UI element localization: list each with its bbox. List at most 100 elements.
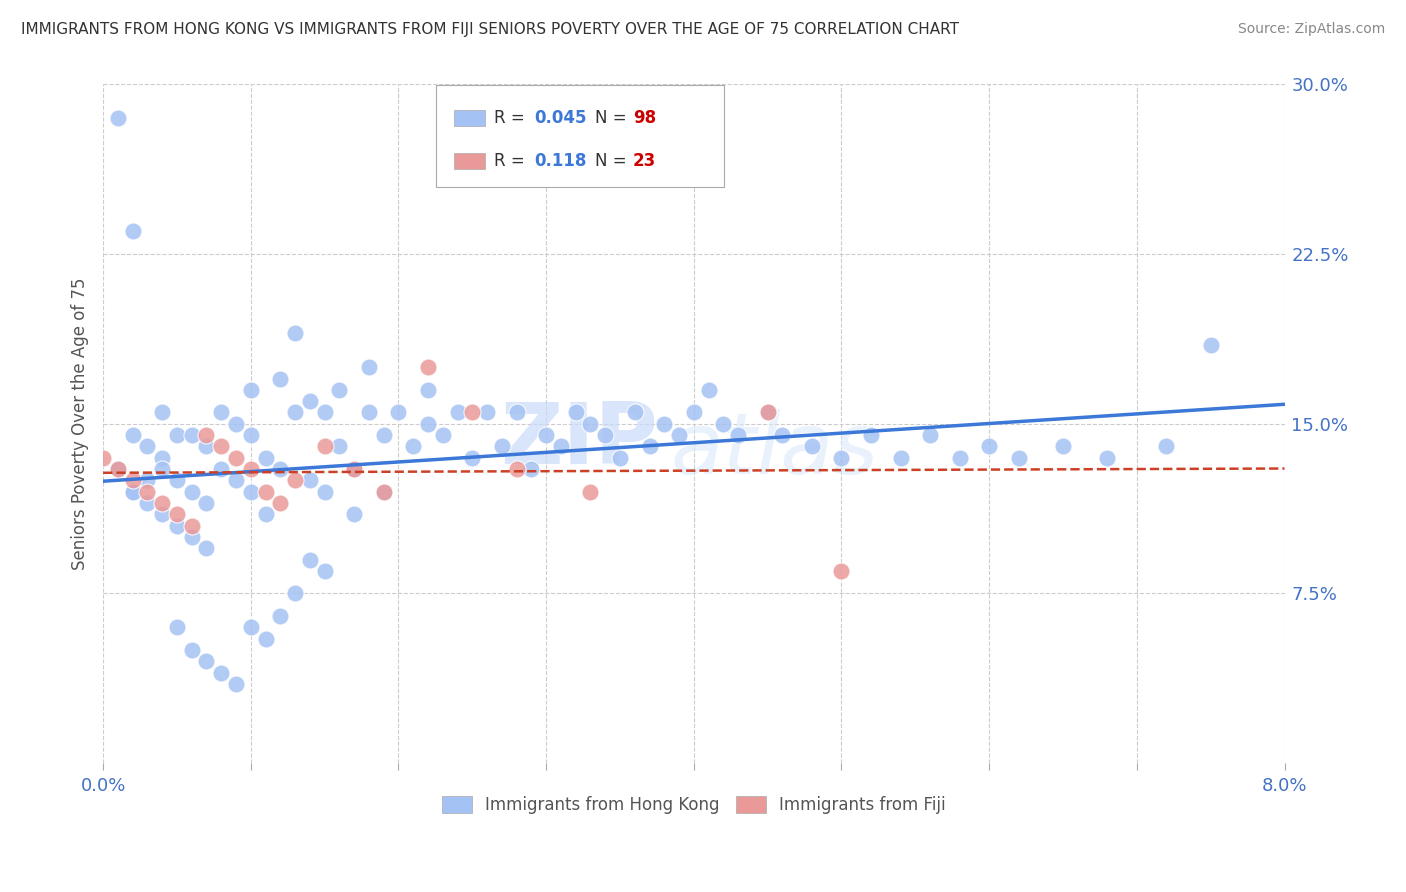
Point: [180, 643, 202, 657]
Point: [373, 484, 395, 499]
Text: N =: N =: [595, 152, 626, 169]
Point: [579, 484, 602, 499]
Legend: Immigrants from Hong Kong, Immigrants from Fiji: Immigrants from Hong Kong, Immigrants fr…: [433, 788, 955, 822]
Point: [254, 508, 277, 522]
Point: [830, 450, 852, 465]
Point: [432, 428, 454, 442]
Point: [623, 405, 645, 419]
Point: [150, 450, 173, 465]
Point: [328, 383, 350, 397]
Text: 0.118: 0.118: [534, 152, 586, 169]
Point: [121, 474, 143, 488]
Point: [1052, 439, 1074, 453]
Text: 0.045: 0.045: [534, 109, 586, 127]
Point: [284, 326, 307, 341]
Point: [269, 496, 291, 510]
Point: [254, 484, 277, 499]
Point: [416, 383, 439, 397]
Point: [225, 474, 247, 488]
Point: [136, 439, 159, 453]
Point: [357, 405, 380, 419]
Text: R =: R =: [494, 152, 534, 169]
Point: [461, 450, 484, 465]
Point: [298, 394, 321, 409]
Point: [225, 677, 247, 691]
Point: [314, 439, 336, 453]
Point: [505, 462, 527, 476]
Point: [475, 405, 498, 419]
Point: [328, 439, 350, 453]
Point: [314, 564, 336, 578]
Point: [593, 428, 616, 442]
Point: [195, 428, 218, 442]
Point: [166, 474, 188, 488]
Text: R =: R =: [494, 109, 530, 127]
Point: [180, 428, 202, 442]
Point: [505, 405, 527, 419]
Point: [166, 428, 188, 442]
Point: [550, 439, 572, 453]
Point: [209, 405, 232, 419]
Point: [107, 112, 129, 126]
Point: [150, 405, 173, 419]
Point: [180, 530, 202, 544]
Point: [180, 484, 202, 499]
Point: [107, 462, 129, 476]
Point: [209, 665, 232, 680]
Point: [711, 417, 734, 431]
Text: N =: N =: [595, 109, 626, 127]
Text: atlas: atlas: [671, 409, 879, 492]
Point: [195, 439, 218, 453]
Point: [284, 474, 307, 488]
Point: [697, 383, 720, 397]
Point: [920, 428, 942, 442]
Point: [1008, 450, 1031, 465]
Point: [121, 428, 143, 442]
Point: [150, 462, 173, 476]
Point: [269, 462, 291, 476]
Point: [180, 518, 202, 533]
Point: [298, 552, 321, 566]
Point: [107, 462, 129, 476]
Point: [195, 496, 218, 510]
Point: [166, 508, 188, 522]
Point: [121, 225, 143, 239]
Point: [949, 450, 972, 465]
Point: [800, 439, 823, 453]
Point: [979, 439, 1001, 453]
Point: [652, 417, 675, 431]
Point: [727, 428, 749, 442]
Point: [121, 484, 143, 499]
Point: [284, 586, 307, 600]
Point: [166, 518, 188, 533]
Point: [239, 428, 262, 442]
Point: [136, 496, 159, 510]
Y-axis label: Seniors Poverty Over the Age of 75: Seniors Poverty Over the Age of 75: [72, 277, 89, 570]
Point: [269, 609, 291, 624]
Point: [387, 405, 409, 419]
Point: [534, 428, 557, 442]
Point: [107, 462, 129, 476]
Point: [195, 541, 218, 556]
Point: [416, 417, 439, 431]
Point: [343, 508, 366, 522]
Point: [269, 371, 291, 385]
Point: [1097, 450, 1119, 465]
Point: [756, 405, 779, 419]
Point: [298, 474, 321, 488]
Point: [91, 450, 114, 465]
Point: [239, 484, 262, 499]
Point: [373, 484, 395, 499]
Point: [770, 428, 793, 442]
Text: IMMIGRANTS FROM HONG KONG VS IMMIGRANTS FROM FIJI SENIORS POVERTY OVER THE AGE O: IMMIGRANTS FROM HONG KONG VS IMMIGRANTS …: [21, 22, 959, 37]
Point: [239, 462, 262, 476]
Point: [668, 428, 690, 442]
Point: [1156, 439, 1178, 453]
Point: [150, 496, 173, 510]
Point: [136, 484, 159, 499]
Point: [209, 462, 232, 476]
Point: [284, 405, 307, 419]
Text: 98: 98: [633, 109, 655, 127]
Point: [860, 428, 883, 442]
Point: [402, 439, 425, 453]
